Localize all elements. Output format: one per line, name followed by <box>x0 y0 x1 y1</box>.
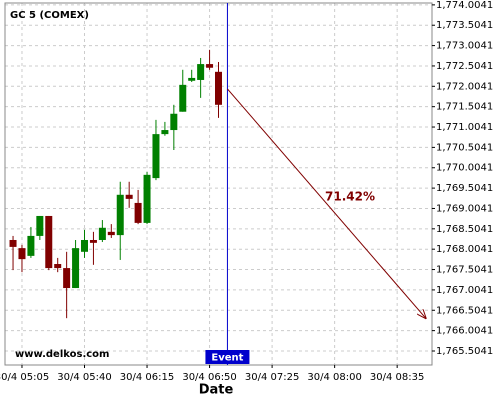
candle-body <box>206 64 214 68</box>
candle-body <box>179 84 187 112</box>
candle-body <box>188 77 196 81</box>
y-tick-label: 1,773.0041 <box>436 41 493 52</box>
candle-body <box>152 134 160 179</box>
y-tick-label: 1,768.0041 <box>436 244 493 255</box>
candle-body <box>134 202 142 223</box>
candle-body <box>45 215 53 269</box>
x-tick-label: 30/4 08:00 <box>307 372 361 383</box>
candle-body <box>215 71 222 105</box>
arrow <box>227 88 425 318</box>
y-tick-label: 1,767.0041 <box>436 285 493 296</box>
y-tick-label: 1,773.5041 <box>436 20 493 31</box>
x-tick-label: 30/4 05:40 <box>57 372 111 383</box>
y-tick-label: 1,770.5041 <box>436 142 493 153</box>
plot-frame <box>4 2 433 366</box>
x-axis-label: Date <box>199 383 234 398</box>
y-tick-label: 1,770.0041 <box>436 163 493 174</box>
candle-body <box>27 235 35 256</box>
candle-body <box>143 174 151 223</box>
y-tick-label: 1,766.0041 <box>436 326 493 337</box>
candle-body <box>9 239 17 247</box>
event-label: Event <box>211 353 243 364</box>
event-box <box>205 350 250 364</box>
y-tick-label: 1,767.5041 <box>436 265 493 276</box>
x-tick-label: 30/4 06:50 <box>182 372 236 383</box>
candle-body <box>116 194 124 236</box>
candle-body <box>54 264 62 269</box>
y-tick-label: 1,769.5041 <box>436 183 493 194</box>
marks <box>9 49 222 319</box>
x-tick-label: 30/4 07:25 <box>245 372 299 383</box>
candle-body <box>36 215 44 236</box>
candle-body <box>125 194 133 199</box>
y-tick-label: 1,766.5041 <box>436 305 493 316</box>
watermark: www.delkos.com <box>15 349 109 360</box>
y-tick-label: 1,768.5041 <box>436 224 493 235</box>
grid <box>5 3 432 365</box>
y-tick-label: 1,772.5041 <box>436 61 493 72</box>
candle-body <box>170 113 178 131</box>
candle-body <box>107 231 115 236</box>
candle-body <box>161 130 169 135</box>
candle-body <box>98 227 106 240</box>
x-tick-label: 30/4 08:35 <box>370 372 424 383</box>
candle-body <box>81 239 89 252</box>
y-tick-label: 1,774.0041 <box>436 0 493 11</box>
chart-title: GC 5 (COMEX) <box>10 10 89 21</box>
candle-body <box>89 239 97 243</box>
y-tick-label: 1,772.0041 <box>436 81 493 92</box>
y-tick-label: 1,771.5041 <box>436 102 493 113</box>
y-tick-label: 1,765.5041 <box>436 346 493 357</box>
y-tick-label: 1,771.0041 <box>436 122 493 133</box>
candle-body <box>197 64 205 80</box>
arrow-label: 71.42% <box>325 190 375 204</box>
x-tick-label: 30/4 05:05 <box>0 372 49 383</box>
candle-body <box>63 268 71 289</box>
y-tick-label: 1,769.0041 <box>436 203 493 214</box>
candle-body <box>18 248 26 260</box>
candle-body <box>72 248 80 289</box>
x-tick-label: 30/4 06:15 <box>120 372 174 383</box>
